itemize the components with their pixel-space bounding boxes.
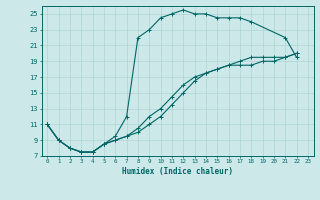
X-axis label: Humidex (Indice chaleur): Humidex (Indice chaleur) [122, 167, 233, 176]
